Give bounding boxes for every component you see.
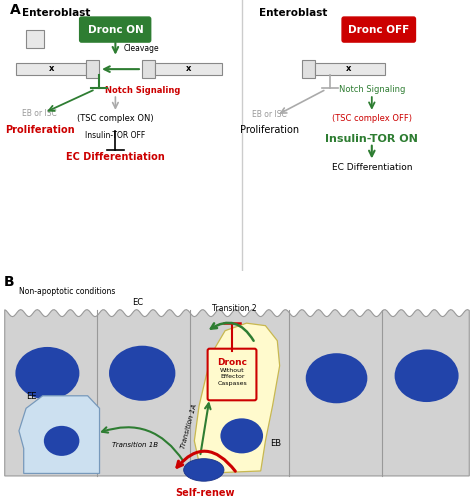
Text: Transition 1B: Transition 1B	[112, 442, 158, 448]
Bar	[302, 60, 315, 78]
Ellipse shape	[15, 347, 80, 400]
Bar	[142, 60, 155, 78]
Text: (TSC complex OFF): (TSC complex OFF)	[332, 114, 412, 123]
FancyBboxPatch shape	[80, 17, 151, 42]
Text: x: x	[346, 65, 351, 73]
Ellipse shape	[44, 426, 80, 456]
Text: Dronc ON: Dronc ON	[88, 25, 143, 35]
Ellipse shape	[220, 418, 263, 453]
Text: Cleavage: Cleavage	[123, 44, 159, 53]
Bar	[86, 60, 99, 78]
Text: Non-apoptotic conditions: Non-apoptotic conditions	[19, 287, 115, 296]
Text: Transition 1A: Transition 1A	[180, 403, 198, 449]
Text: EB: EB	[270, 439, 281, 448]
FancyBboxPatch shape	[208, 349, 256, 400]
Polygon shape	[5, 310, 469, 476]
Text: A: A	[9, 3, 20, 17]
Text: ISC: ISC	[216, 459, 228, 468]
Text: EB or ISC: EB or ISC	[252, 110, 287, 119]
Text: B: B	[4, 275, 14, 289]
Bar	[315, 63, 385, 75]
Text: Enteroblast: Enteroblast	[22, 8, 90, 18]
Text: (TSC complex ON): (TSC complex ON)	[77, 114, 154, 123]
Ellipse shape	[184, 459, 224, 481]
Text: EE: EE	[26, 392, 36, 401]
Text: Notch Signaling: Notch Signaling	[105, 86, 180, 95]
Text: Dronc OFF: Dronc OFF	[348, 25, 410, 35]
Text: EC Differentiation: EC Differentiation	[331, 163, 412, 172]
Ellipse shape	[109, 346, 175, 401]
Text: Insulin-TOR ON: Insulin-TOR ON	[325, 134, 418, 144]
Text: x: x	[49, 65, 54, 73]
FancyBboxPatch shape	[342, 17, 416, 42]
Text: Proliferation: Proliferation	[5, 125, 74, 135]
Text: Dronc: Dronc	[217, 358, 247, 367]
Text: Transition 2: Transition 2	[212, 304, 257, 313]
Ellipse shape	[394, 350, 459, 402]
Polygon shape	[194, 323, 280, 473]
Text: EC: EC	[132, 298, 143, 307]
Text: EB or ISC: EB or ISC	[22, 109, 57, 118]
Bar	[17, 63, 86, 75]
Text: Insulin-TOR OFF: Insulin-TOR OFF	[85, 131, 146, 140]
Text: Self-renew: Self-renew	[175, 488, 235, 498]
Polygon shape	[19, 396, 100, 473]
Text: Proliferation: Proliferation	[240, 125, 299, 135]
Text: EC Differentiation: EC Differentiation	[66, 152, 165, 162]
Bar	[26, 30, 45, 48]
Text: Without
Effector
Caspases: Without Effector Caspases	[218, 368, 247, 386]
Text: x: x	[186, 65, 191, 73]
Text: Enteroblast: Enteroblast	[259, 8, 327, 18]
Ellipse shape	[306, 353, 367, 403]
Bar	[155, 63, 222, 75]
Text: Notch Signaling: Notch Signaling	[339, 85, 406, 94]
